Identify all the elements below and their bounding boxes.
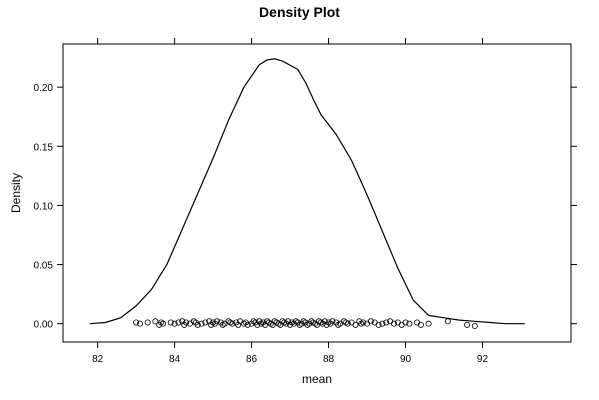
rug-points-layer xyxy=(133,318,478,330)
tick-layer: 82 84 86 88 90 92 0.00 0.05 0.10 0.15 0.20 xyxy=(34,38,577,365)
rug-point xyxy=(398,321,405,328)
rug-point xyxy=(464,321,471,328)
rug-point xyxy=(244,321,251,328)
rug-point xyxy=(329,318,336,325)
x-tick-label: 84 xyxy=(169,354,181,365)
rug-point xyxy=(254,321,261,328)
y-tick-label: 0.20 xyxy=(34,83,54,94)
y-tick-label: 0.15 xyxy=(34,142,54,153)
x-tick-label: 88 xyxy=(323,354,335,365)
rug-point xyxy=(144,319,151,326)
rug-point xyxy=(202,319,209,326)
rug-point xyxy=(179,318,186,325)
rug-point xyxy=(160,320,167,327)
rug-point xyxy=(417,321,424,328)
rug-point xyxy=(414,319,421,326)
rug-point xyxy=(406,320,413,327)
y-axis-label: Density xyxy=(9,173,23,213)
rug-point xyxy=(352,321,359,328)
rug-point xyxy=(471,323,478,330)
rug-point xyxy=(152,318,159,325)
y-tick-label: 0.00 xyxy=(34,320,54,331)
rug-point xyxy=(229,320,236,327)
rug-point xyxy=(321,318,328,325)
rug-point xyxy=(133,319,140,326)
x-tick-label: 86 xyxy=(246,354,258,365)
rug-point xyxy=(444,318,451,325)
chart-title: Density Plot xyxy=(259,4,340,20)
rug-point xyxy=(379,320,386,327)
rug-point xyxy=(390,320,397,327)
x-tick-label: 82 xyxy=(92,354,104,365)
y-tick-label: 0.05 xyxy=(34,261,54,272)
density-curve xyxy=(89,58,525,325)
rug-point xyxy=(285,318,292,325)
rug-point xyxy=(171,320,178,327)
rug-point xyxy=(183,319,190,326)
rug-point xyxy=(375,321,382,328)
rug-point xyxy=(367,318,374,325)
rug-point xyxy=(360,319,367,326)
x-tick-label: 90 xyxy=(400,354,412,365)
rug-point xyxy=(167,319,174,326)
rug-point xyxy=(402,319,409,326)
rug-point xyxy=(175,319,182,326)
rug-point xyxy=(194,321,201,328)
x-axis-label: mean xyxy=(302,372,332,386)
plot-frame xyxy=(62,43,572,343)
rug-point xyxy=(344,320,351,327)
rug-point xyxy=(198,320,205,327)
rug-point xyxy=(213,318,220,325)
rug-point xyxy=(235,321,242,328)
y-tick-label: 0.10 xyxy=(34,201,54,212)
rug-point xyxy=(206,318,213,325)
rug-point xyxy=(383,319,390,326)
rug-point xyxy=(136,320,143,327)
rug-point xyxy=(425,320,432,327)
x-tick-label: 92 xyxy=(477,354,489,365)
